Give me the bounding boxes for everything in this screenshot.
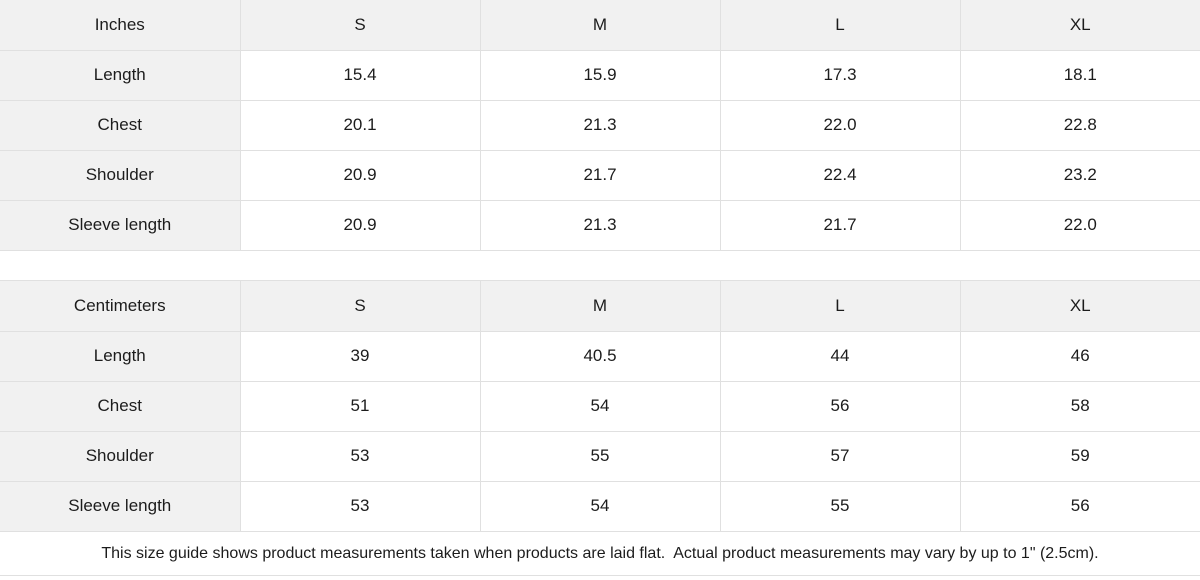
size-value-cell: 51 bbox=[239, 380, 481, 432]
size-value-cell: 56 bbox=[959, 480, 1200, 532]
size-value-cell: 55 bbox=[719, 480, 961, 532]
size-value-cell: 53 bbox=[239, 430, 481, 482]
size-col-header-l: L bbox=[719, 0, 961, 51]
size-value-cell: 57 bbox=[719, 430, 961, 482]
size-value-cell: 21.7 bbox=[719, 199, 961, 251]
size-col-header-s: S bbox=[239, 280, 481, 332]
size-value-cell: 20.9 bbox=[239, 149, 481, 201]
table-row: Sleeve length 53 54 55 56 bbox=[0, 480, 1200, 532]
size-value-cell: 17.3 bbox=[719, 49, 961, 101]
size-value-cell: 55 bbox=[479, 430, 721, 482]
size-col-header-m: M bbox=[479, 280, 721, 332]
row-label-cell: Shoulder bbox=[0, 430, 241, 482]
size-value-cell: 20.9 bbox=[239, 199, 481, 251]
size-value-cell: 44 bbox=[719, 330, 961, 382]
size-table-inches: Inches S M L XL Length 15.4 15.9 17.3 18… bbox=[0, 0, 1200, 251]
row-label-cell: Sleeve length bbox=[0, 199, 241, 251]
row-label-cell: Length bbox=[0, 330, 241, 382]
table-row: Chest 20.1 21.3 22.0 22.8 bbox=[0, 99, 1200, 151]
row-label-cell: Sleeve length bbox=[0, 480, 241, 532]
size-value-cell: 22.8 bbox=[959, 99, 1200, 151]
size-col-header-l: L bbox=[719, 280, 961, 332]
size-value-cell: 22.0 bbox=[719, 99, 961, 151]
size-value-cell: 56 bbox=[719, 380, 961, 432]
table-header-row: Centimeters S M L XL bbox=[0, 280, 1200, 332]
size-value-cell: 59 bbox=[959, 430, 1200, 482]
table-row: Sleeve length 20.9 21.3 21.7 22.0 bbox=[0, 199, 1200, 251]
size-value-cell: 21.7 bbox=[479, 149, 721, 201]
size-value-cell: 46 bbox=[959, 330, 1200, 382]
size-col-header-m: M bbox=[479, 0, 721, 51]
size-value-cell: 54 bbox=[479, 480, 721, 532]
size-value-cell: 54 bbox=[479, 380, 721, 432]
size-value-cell: 22.0 bbox=[959, 199, 1200, 251]
size-value-cell: 20.1 bbox=[239, 99, 481, 151]
table-row: Shoulder 53 55 57 59 bbox=[0, 430, 1200, 482]
table-row: Length 15.4 15.9 17.3 18.1 bbox=[0, 49, 1200, 101]
row-label-cell: Shoulder bbox=[0, 149, 241, 201]
size-value-cell: 23.2 bbox=[959, 149, 1200, 201]
size-guide-note: This size guide shows product measuremen… bbox=[0, 531, 1200, 576]
table-row: Chest 51 54 56 58 bbox=[0, 380, 1200, 432]
table-row: Length 39 40.5 44 46 bbox=[0, 330, 1200, 382]
size-value-cell: 40.5 bbox=[479, 330, 721, 382]
size-col-header-s: S bbox=[239, 0, 481, 51]
unit-header-cell: Centimeters bbox=[0, 280, 241, 332]
row-label-cell: Chest bbox=[0, 380, 241, 432]
row-label-cell: Length bbox=[0, 49, 241, 101]
unit-header-cell: Inches bbox=[0, 0, 241, 51]
table-spacer bbox=[0, 250, 1200, 281]
size-col-header-xl: XL bbox=[959, 0, 1200, 51]
size-value-cell: 22.4 bbox=[719, 149, 961, 201]
size-value-cell: 21.3 bbox=[479, 99, 721, 151]
size-table-centimeters: Centimeters S M L XL Length 39 40.5 44 4… bbox=[0, 280, 1200, 532]
size-value-cell: 53 bbox=[239, 480, 481, 532]
size-value-cell: 58 bbox=[959, 380, 1200, 432]
size-col-header-xl: XL bbox=[959, 280, 1200, 332]
size-value-cell: 18.1 bbox=[959, 49, 1200, 101]
size-value-cell: 39 bbox=[239, 330, 481, 382]
size-value-cell: 21.3 bbox=[479, 199, 721, 251]
row-label-cell: Chest bbox=[0, 99, 241, 151]
table-header-row: Inches S M L XL bbox=[0, 0, 1200, 51]
size-value-cell: 15.9 bbox=[479, 49, 721, 101]
table-row: Shoulder 20.9 21.7 22.4 23.2 bbox=[0, 149, 1200, 201]
size-value-cell: 15.4 bbox=[239, 49, 481, 101]
